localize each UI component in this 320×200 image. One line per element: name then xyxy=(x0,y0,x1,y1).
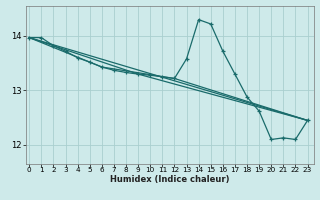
X-axis label: Humidex (Indice chaleur): Humidex (Indice chaleur) xyxy=(110,175,229,184)
